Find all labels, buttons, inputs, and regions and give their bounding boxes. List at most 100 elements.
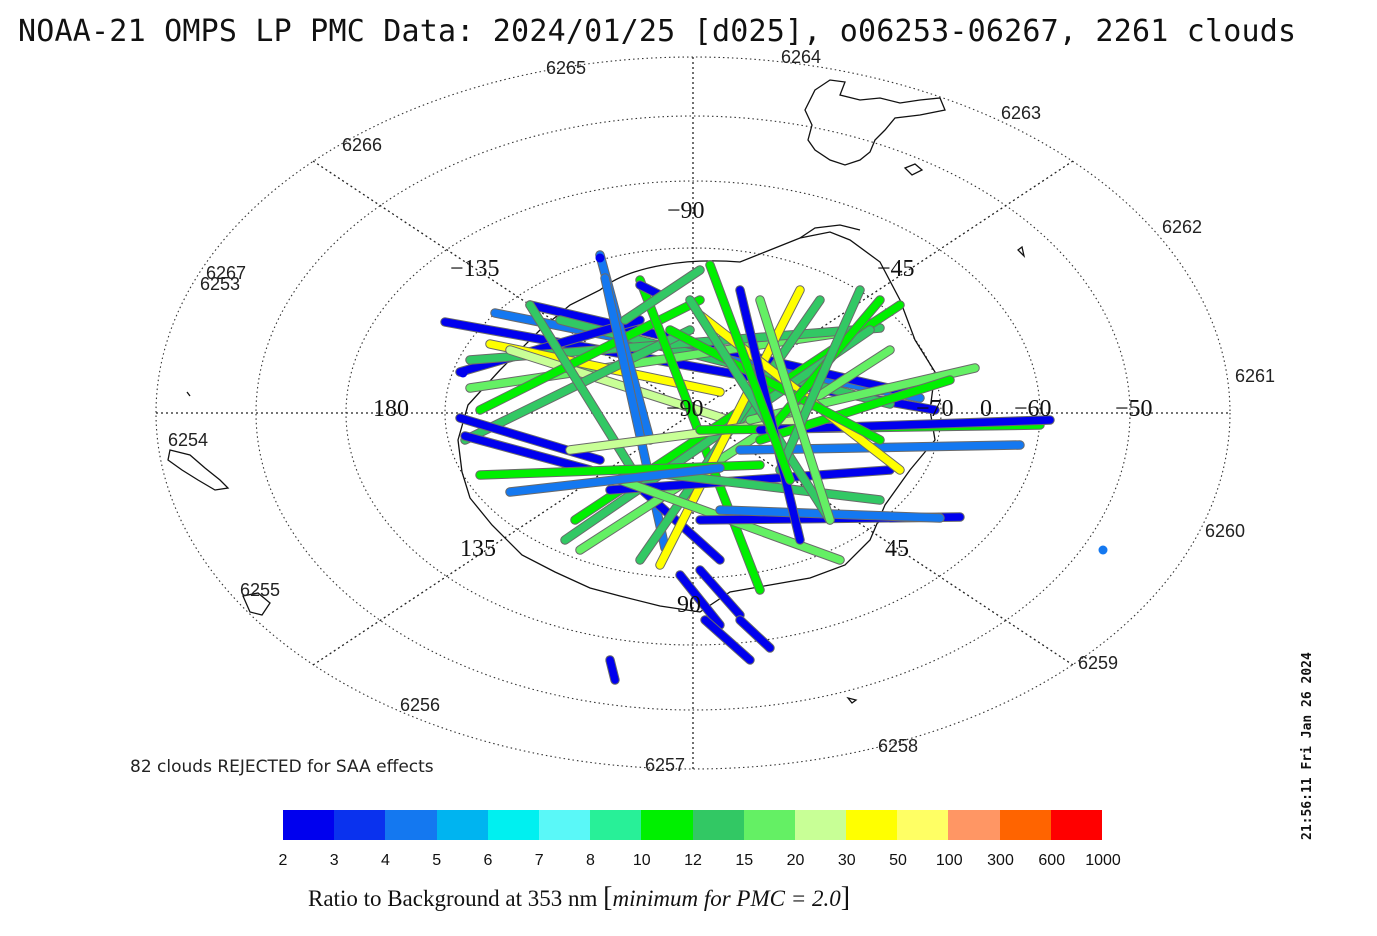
- orbit-label-6265: 6265: [546, 58, 586, 78]
- colorbar-swatch: [487, 810, 539, 840]
- colorbar-swatch: [590, 810, 642, 840]
- falkland-islands: [903, 163, 924, 176]
- orbit-label-6264: 6264: [781, 47, 821, 67]
- pmc-tracks: [440, 250, 1108, 685]
- pmc-track: [736, 616, 774, 652]
- pmc-track: [461, 432, 594, 474]
- colorbar: [283, 810, 1102, 840]
- colorbar-swatch: [436, 810, 488, 840]
- orbit-label-6256: 6256: [400, 695, 440, 715]
- new-zealand-outline: [167, 449, 230, 491]
- label-lon-180: 180: [373, 396, 409, 422]
- colorbar-ticks: 2 3 4 5 6 7 8 10 12 15 20 30 50 100 300 600 1000: [279, 852, 1121, 872]
- colorbar-label-italic: minimum for PMC: [612, 886, 785, 911]
- orbit-label-6262: 6262: [1162, 217, 1202, 237]
- pmc-track: [696, 566, 744, 619]
- colorbar-tick-label: 4: [381, 852, 390, 869]
- colorbar-tick-label: 100: [935, 852, 963, 869]
- pmc-track: [606, 656, 619, 684]
- label-lon-m90-top: −90: [667, 198, 705, 224]
- colorbar-swatch: [1050, 810, 1102, 840]
- colorbar-swatch: [538, 810, 591, 840]
- colorbar-swatch: [641, 810, 693, 840]
- colorbar-tick-label: 5: [432, 852, 442, 869]
- orbit-label-6261: 6261: [1235, 366, 1275, 386]
- colorbar-swatch: [948, 810, 1000, 840]
- label-lat-0: 0: [980, 396, 992, 422]
- orbit-labels: 6253 6254 6255 6256 6257 6258 6259 6260 …: [168, 47, 1275, 775]
- coastlines: [167, 79, 1026, 704]
- pmc-track: [621, 266, 704, 324]
- label-lat-m60: −60: [1014, 396, 1052, 422]
- colorbar-tick-label: 300: [987, 852, 1014, 869]
- pmc-track: [476, 296, 704, 414]
- colorbar-tick-label: 3: [329, 852, 339, 869]
- colorbar-swatch: [897, 810, 949, 840]
- islet-2: [846, 696, 858, 704]
- pmc-cloud-point: [595, 253, 605, 263]
- label-lon-m45: −45: [877, 256, 915, 282]
- label-lat-m50: −50: [1115, 396, 1153, 422]
- pmc-cloud-point: [1098, 545, 1108, 555]
- antarctica-outline: [457, 231, 936, 613]
- colorbar-tick-label: 2: [278, 852, 288, 869]
- pmc-track: [701, 616, 754, 664]
- colorbar-tick-label: 7: [534, 852, 544, 869]
- orbit-label-6253: 6253: [200, 274, 240, 294]
- label-lon-135: 135: [460, 536, 496, 562]
- colorbar-tick-label: 10: [632, 852, 651, 869]
- pmc-track: [576, 346, 894, 554]
- orbit-label-6259: 6259: [1078, 653, 1118, 673]
- colorbar-label-main: Ratio to Background at 353 nm: [308, 886, 598, 911]
- label-lon-45: 45: [885, 536, 909, 562]
- pmc-track: [676, 571, 724, 629]
- colorbar-swatch: [846, 810, 898, 840]
- colorbar-tick-label: 50: [889, 852, 907, 869]
- pmc-track: [666, 326, 884, 444]
- orbit-label-6266: 6266: [342, 135, 382, 155]
- bracket-open: [: [603, 882, 613, 913]
- label-lat-m70: −70: [916, 396, 954, 422]
- south-america-outline: [804, 79, 946, 166]
- colorbar-tick-label: 20: [786, 852, 805, 869]
- orbit-label-6267: 6267: [206, 263, 246, 283]
- orbit-label-6257: 6257: [645, 755, 685, 775]
- colorbar-swatch: [743, 810, 795, 840]
- colorbar-tick-label: 15: [735, 852, 754, 869]
- timestamp: 21:56:11 Fri Jan 26 2024: [1300, 652, 1315, 840]
- pmc-track: [526, 301, 644, 486]
- orbit-label-6255: 6255: [240, 580, 280, 600]
- colorbar-tick-label: 8: [586, 852, 595, 869]
- orbit-label-6260: 6260: [1205, 521, 1245, 541]
- orbit-label-6254: 6254: [168, 430, 208, 450]
- tasmania-outline: [242, 592, 271, 616]
- orbit-label-6263: 6263: [1001, 103, 1041, 123]
- colorbar-swatch: [999, 810, 1051, 840]
- colorbar-tick-label: 6: [483, 852, 493, 869]
- colorbar-tick-label: 1000: [1085, 852, 1121, 869]
- colorbar-swatch: [334, 810, 386, 840]
- pmc-track: [756, 296, 834, 524]
- colorbar-tick-label: 30: [837, 852, 856, 869]
- label-lon-m135: −135: [450, 256, 500, 282]
- lat-circle-2: [255, 115, 1131, 711]
- colorbar-tick-label: 12: [684, 852, 702, 869]
- colorbar-swatch: [692, 810, 744, 840]
- page-title: NOAA-21 OMPS LP PMC Data: 2024/01/25 [d0…: [18, 14, 1297, 49]
- pmc-track: [756, 376, 954, 444]
- bracket-close: ]: [840, 882, 851, 913]
- islet-1: [186, 391, 191, 397]
- grid-labels: −90 −135 −45 180 −90 135 45 90 −70 0 −60…: [373, 198, 1153, 618]
- antarctic-peninsula: [799, 224, 861, 239]
- label-lon-m90-center: −90: [666, 396, 704, 422]
- pmc-track: [706, 261, 794, 484]
- south-georgia: [1017, 245, 1026, 259]
- pmc-track: [506, 464, 724, 496]
- label-lon-90: 90: [677, 592, 701, 618]
- colorbar-swatch: [283, 810, 335, 840]
- colorbar-swatch: [794, 810, 847, 840]
- pmc-track: [776, 286, 864, 474]
- rejected-note: 82 clouds REJECTED for SAA effects: [130, 757, 434, 777]
- colorbar-swatch: [385, 810, 437, 840]
